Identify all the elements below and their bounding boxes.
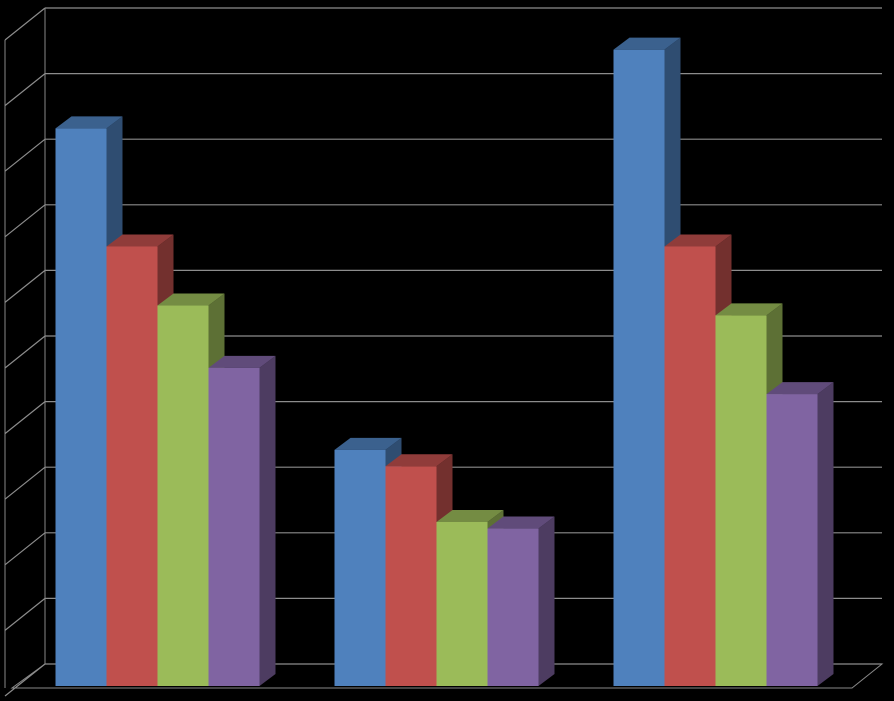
bar-top: [664, 234, 732, 247]
grid-line-side: [4, 597, 46, 631]
bar-top: [715, 303, 783, 316]
bar-top: [334, 437, 402, 450]
bar-front: [106, 246, 158, 687]
bar-front: [385, 466, 437, 686]
grid-line-side: [4, 204, 46, 238]
bar: [613, 37, 681, 687]
bar-side: [259, 355, 276, 686]
grid-line-side: [4, 73, 46, 107]
bar-top: [436, 510, 504, 522]
grid-line-side: [4, 401, 46, 435]
bar-top: [208, 355, 276, 368]
bar-front: [334, 449, 386, 686]
grid-line-side: [4, 138, 46, 172]
bar-front: [487, 528, 539, 686]
grid-line-side: [4, 269, 46, 303]
bar: [766, 382, 834, 686]
grid-line-side: [4, 466, 46, 500]
bar-front: [208, 367, 260, 686]
bar-front: [613, 49, 665, 687]
bar-top: [55, 116, 123, 129]
bar-side: [538, 516, 555, 686]
bar-top: [613, 37, 681, 50]
grid-line: [4, 269, 882, 303]
bar-top: [766, 382, 834, 395]
bar-front: [436, 522, 488, 686]
grid-line-side: [4, 532, 46, 566]
grid-line: [4, 7, 882, 41]
bar-top: [157, 293, 225, 306]
grid-line: [4, 138, 882, 172]
bar-front: [715, 315, 767, 686]
bar-side: [817, 382, 834, 686]
bar: [487, 516, 555, 686]
bar: [208, 355, 276, 686]
grid-line-side: [4, 663, 46, 697]
bar-front: [766, 394, 818, 686]
bar-top: [106, 234, 174, 247]
bar-front: [664, 246, 716, 687]
grid-line: [4, 72, 882, 107]
grid-line-side: [4, 335, 46, 369]
bar-front: [157, 305, 209, 686]
bar-top: [385, 454, 453, 467]
grid-line: [4, 204, 882, 238]
bar-front: [55, 128, 107, 686]
grid-line-side: [4, 7, 46, 41]
bar-top: [487, 516, 555, 529]
